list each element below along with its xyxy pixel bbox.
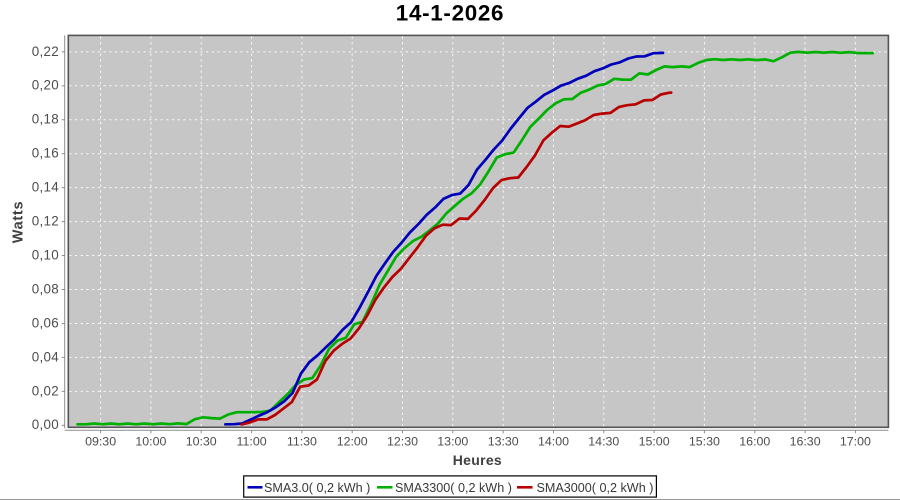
svg-text:10:00: 10:00 [135,435,166,449]
svg-text:12:30: 12:30 [387,435,418,449]
svg-text:0,00: 0,00 [32,417,59,432]
svg-text:16:30: 16:30 [790,435,821,449]
svg-text:13:30: 13:30 [488,435,519,449]
svg-text:11:30: 11:30 [287,435,317,449]
svg-text:0,04: 0,04 [32,349,60,364]
svg-text:0,14: 0,14 [32,180,60,195]
svg-text:Heures: Heures [453,452,502,468]
svg-text:11:00: 11:00 [237,435,267,449]
svg-text:0,18: 0,18 [32,112,59,127]
svg-text:0,16: 0,16 [32,146,59,161]
svg-text:SMA3300( 0,2 kWh ): SMA3300( 0,2 kWh ) [395,481,512,495]
svg-text:10:30: 10:30 [186,435,217,449]
svg-text:17:00: 17:00 [840,435,871,449]
svg-text:0,06: 0,06 [32,315,59,330]
svg-text:14:30: 14:30 [588,435,619,449]
svg-text:09:30: 09:30 [85,435,116,449]
svg-text:Watts: Watts [10,201,26,243]
svg-text:0,10: 0,10 [32,247,59,262]
svg-text:14:00: 14:00 [538,435,569,449]
svg-text:16:00: 16:00 [739,435,770,449]
svg-text:SMA3000( 0,2 kWh ): SMA3000( 0,2 kWh ) [537,481,654,495]
svg-text:13:00: 13:00 [437,435,468,449]
svg-text:12:00: 12:00 [337,435,368,449]
svg-text:0,08: 0,08 [32,281,59,296]
svg-text:SMA3.0( 0,2 kWh ): SMA3.0( 0,2 kWh ) [264,481,370,495]
svg-text:0,02: 0,02 [32,383,59,398]
svg-text:14-1-2026: 14-1-2026 [396,1,504,26]
svg-text:15:00: 15:00 [639,435,670,449]
svg-text:15:30: 15:30 [689,435,720,449]
svg-text:0,20: 0,20 [32,78,59,93]
svg-text:0,22: 0,22 [32,44,59,59]
svg-text:0,12: 0,12 [32,214,59,229]
